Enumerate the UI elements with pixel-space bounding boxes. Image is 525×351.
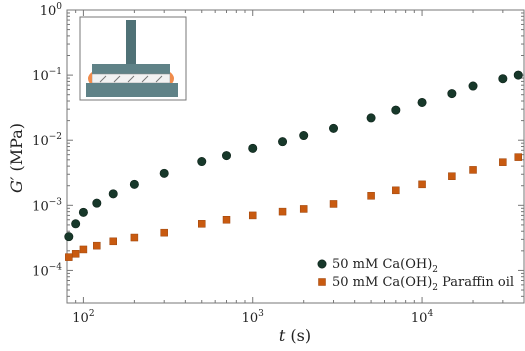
x-tick-label-1-exponent: 3 (258, 309, 264, 319)
inset-hatch-5 (155, 75, 163, 83)
y-tick-label-1: 10−1 (32, 67, 62, 84)
series-0-point-3 (92, 198, 102, 208)
svg-text:G′ (MPa): G′ (MPa) (7, 123, 26, 193)
legend-label-1-subscript: 2 (432, 283, 438, 293)
series-0-point-19 (513, 70, 523, 80)
inset-oil-left (88, 72, 92, 86)
series-1-point-7 (198, 220, 206, 228)
series-0-point-10 (278, 137, 288, 147)
series-1-point-4 (109, 237, 117, 246)
series-1-point-6 (160, 228, 168, 237)
y-axis-unit: (MPa) (7, 123, 26, 177)
y-tick-label-2-base: 10 (32, 134, 49, 149)
y-tick-label-0-exponent: 0 (56, 2, 62, 12)
inset-hatch-2 (113, 75, 121, 83)
y-tick-label-1-exponent: −1 (49, 67, 62, 77)
x-tick-label-2: 104 (411, 309, 434, 326)
legend-label-1: 50 mM Ca(OH)2 Paraffin oil (332, 275, 514, 293)
series-1-point-16 (448, 172, 456, 180)
series-layer (64, 70, 523, 261)
legend-label-0-name: 50 mM Ca(OH) (332, 257, 432, 272)
inset-shaft (126, 20, 136, 66)
y-tick-label-4: 10−4 (32, 262, 62, 279)
y-tick-label-4-exponent: −4 (49, 262, 63, 272)
inset-top-plate (92, 64, 170, 74)
series-1 (65, 153, 523, 261)
y-axis-label: G′ (MPa) (7, 123, 26, 193)
series-1-point-0 (65, 253, 73, 261)
series-0-point-13 (366, 113, 376, 123)
x-tick-label-0-exponent: 2 (89, 309, 95, 319)
series-0-point-6 (159, 168, 169, 178)
series-0-point-9 (248, 143, 258, 153)
series-0-point-14 (391, 105, 401, 115)
x-tick-label-0-base: 10 (72, 311, 89, 326)
inset-bottom-plate (86, 83, 178, 97)
y-tick-label-0: 100 (40, 2, 63, 19)
series-1-point-14 (392, 186, 400, 195)
series-1-point-11 (299, 205, 308, 213)
series-0-point-11 (299, 131, 309, 141)
y-tick-label-3-exponent: −3 (49, 197, 63, 207)
series-1-point-15 (418, 180, 426, 189)
y-tick-label-3: 10−3 (32, 197, 62, 214)
inset-hatch-4 (141, 75, 149, 83)
legend-marker-0 (317, 259, 327, 269)
series-1-point-12 (329, 200, 338, 208)
x-axis-unit: (s) (285, 326, 311, 345)
series-0-point-18 (498, 74, 508, 84)
y-tick-label-0-base: 10 (40, 4, 57, 19)
y-tick-label-2-exponent: −2 (49, 132, 62, 142)
series-1-point-19 (514, 153, 523, 161)
y-tick-label-4-base: 10 (32, 264, 49, 279)
series-1-point-2 (79, 245, 88, 254)
x-axis-label: t (s) (279, 326, 311, 345)
series-1-point-1 (71, 250, 80, 258)
plot-frame (66, 9, 525, 304)
inset-oil-right (170, 72, 174, 86)
series-1-point-10 (278, 207, 287, 216)
series-0-point-2 (78, 207, 88, 217)
series-0-point-4 (108, 189, 118, 199)
legend-label-0: 50 mM Ca(OH)2 (332, 257, 438, 275)
series-1-point-5 (130, 233, 139, 242)
legend: 50 mM Ca(OH)250 mM Ca(OH)2 Paraffin oil (317, 257, 514, 293)
y-axis-var: G′ (7, 176, 26, 193)
series-0-point-7 (197, 157, 207, 167)
series-1-point-9 (248, 211, 257, 220)
x-axis-var: t (279, 326, 286, 345)
series-0-point-1 (71, 219, 81, 229)
series-1-point-18 (499, 158, 507, 166)
legend-marker-1 (318, 278, 326, 286)
series-1-point-8 (222, 216, 231, 224)
inset-hatch-1 (99, 75, 107, 83)
series-0 (64, 70, 523, 242)
x-ticks: 102 103 104 (66, 10, 525, 326)
series-0-point-5 (129, 179, 139, 189)
x-tick-label-1-base: 10 (242, 311, 259, 326)
series-1-point-3 (93, 241, 101, 250)
y-tick-label-1-base: 10 (32, 69, 49, 84)
legend-label-1-name: 50 mM Ca(OH) (332, 275, 432, 290)
series-0-point-0 (64, 232, 74, 242)
series-0-point-16 (447, 89, 457, 99)
inset-hatch-3 (127, 75, 135, 83)
y-tick-label-3-base: 10 (32, 199, 49, 214)
series-0-point-15 (417, 97, 427, 107)
x-tick-label-1: 103 (242, 309, 265, 326)
legend-label-0-subscript: 2 (432, 265, 438, 275)
svg-text:t (s): t (s) (279, 326, 311, 345)
series-0-point-12 (329, 123, 339, 133)
series-0-point-17 (468, 81, 478, 91)
series-1-point-13 (367, 192, 375, 200)
y-tick-label-2: 10−2 (32, 132, 62, 149)
inset-rheometer-illustration (79, 16, 187, 101)
series-0-point-8 (222, 151, 232, 161)
legend-label-1-suffix: Paraffin oil (438, 275, 514, 290)
series-1-point-17 (469, 166, 477, 174)
x-tick-label-2-exponent: 4 (427, 309, 433, 319)
x-tick-label-2-base: 10 (411, 311, 428, 326)
x-tick-label-0: 102 (72, 309, 94, 326)
